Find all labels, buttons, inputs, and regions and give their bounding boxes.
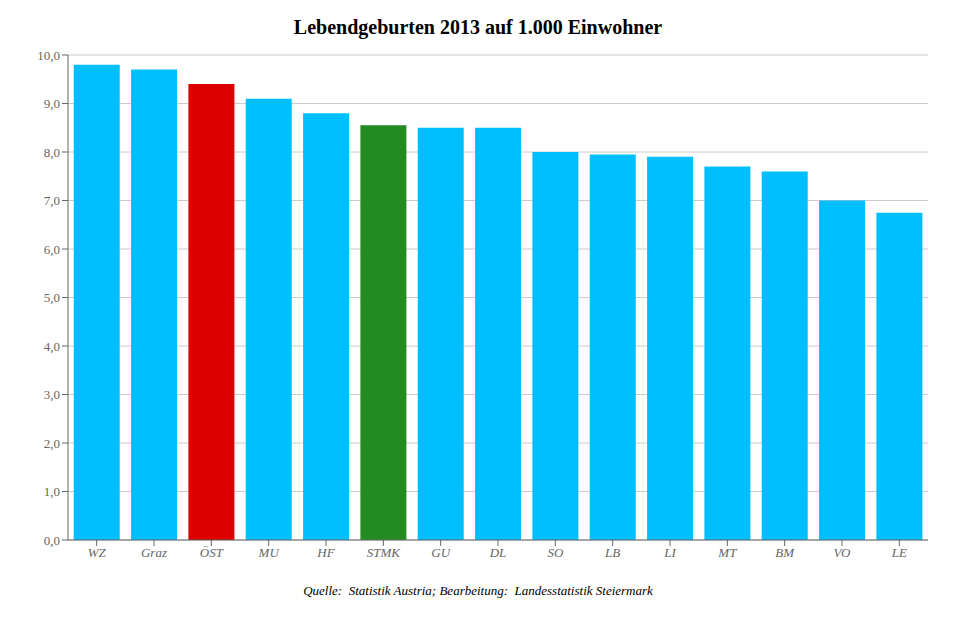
svg-text:7,0: 7,0 xyxy=(44,193,60,208)
svg-text:0,0: 0,0 xyxy=(44,533,60,548)
svg-text:GU: GU xyxy=(431,545,451,560)
svg-text:STMK: STMK xyxy=(367,545,402,560)
svg-text:1,0: 1,0 xyxy=(44,484,60,499)
svg-text:DL: DL xyxy=(489,545,507,560)
svg-text:LE: LE xyxy=(891,545,907,560)
svg-text:6,0: 6,0 xyxy=(44,242,60,257)
svg-text:2,0: 2,0 xyxy=(44,436,60,451)
svg-text:Graz: Graz xyxy=(141,545,167,560)
svg-text:MT: MT xyxy=(717,545,737,560)
svg-text:3,0: 3,0 xyxy=(44,387,60,402)
svg-text:SO: SO xyxy=(547,545,564,560)
svg-text:4,0: 4,0 xyxy=(44,339,60,354)
svg-text:MU: MU xyxy=(258,545,281,560)
svg-text:ÖST: ÖST xyxy=(200,545,224,560)
svg-text:8,0: 8,0 xyxy=(44,145,60,160)
svg-text:10,0: 10,0 xyxy=(37,48,60,63)
svg-text:9,0: 9,0 xyxy=(44,96,60,111)
svg-text:BM: BM xyxy=(775,545,795,560)
svg-text:LB: LB xyxy=(604,545,620,560)
svg-text:LI: LI xyxy=(663,545,676,560)
svg-text:5,0: 5,0 xyxy=(44,290,60,305)
html-text:Lebendgeburten 2013 auf 1.000: Lebendgeburten 2013 auf 1.000 Einwohner xyxy=(293,16,663,38)
svg-text:HF: HF xyxy=(316,545,335,560)
svg-text:VO: VO xyxy=(834,545,852,560)
svg-text:WZ: WZ xyxy=(88,545,107,560)
html-text:Quelle: Statistik Austria; Bea: Quelle: Statistik Austria; Bearbeitung: … xyxy=(303,583,653,598)
